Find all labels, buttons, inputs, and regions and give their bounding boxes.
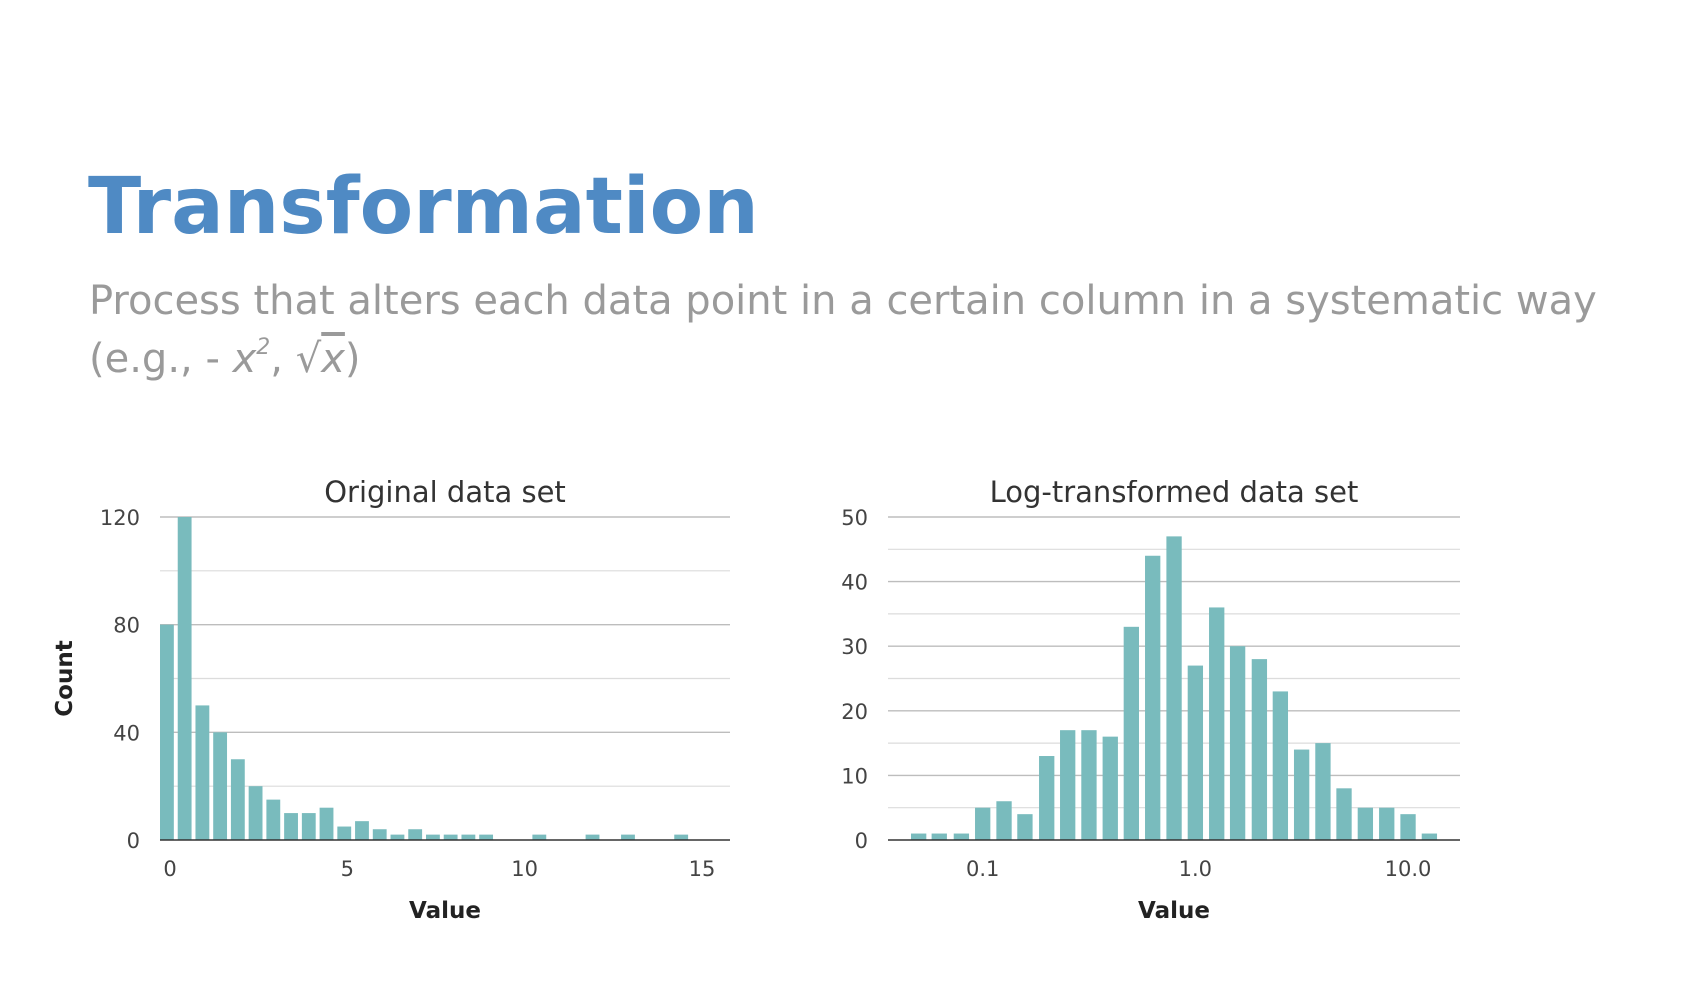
histogram-bar <box>301 813 316 840</box>
y-tick-label: 120 <box>100 506 140 530</box>
histogram-bar <box>213 732 228 840</box>
x-tick-label: 10 <box>511 857 538 881</box>
histogram-bar <box>337 826 352 840</box>
histogram-bar <box>248 786 263 840</box>
y-tick-label: 0 <box>127 829 140 853</box>
y-tick-label: 80 <box>113 614 140 638</box>
histogram-bar <box>443 834 458 840</box>
histogram-bar <box>1251 659 1268 840</box>
subtitle-exponent: 2 <box>256 335 271 360</box>
histogram-bar <box>585 834 600 840</box>
x-axis-label: Value <box>1138 898 1210 924</box>
histogram-bar <box>1421 833 1438 840</box>
histogram-bar <box>1272 691 1289 840</box>
histogram-bar <box>674 834 689 840</box>
histogram-bar <box>975 807 991 840</box>
y-tick-label: 30 <box>841 635 868 659</box>
subtitle-prefix: (e.g., - <box>89 336 233 382</box>
histogram-bar <box>953 833 970 840</box>
histogram-bar <box>266 799 281 840</box>
histogram-bar <box>426 834 440 840</box>
histogram-bar <box>931 833 947 840</box>
y-tick-label: 40 <box>113 721 140 745</box>
histogram-bar <box>1357 807 1374 840</box>
y-tick-label: 40 <box>841 571 868 595</box>
histogram-bar <box>160 624 174 840</box>
histogram-bar <box>230 759 245 840</box>
chart-title: Log-transformed data set <box>990 480 1359 509</box>
histogram-bar <box>532 834 547 840</box>
histogram-bar <box>1187 665 1204 840</box>
histogram-bar <box>1336 788 1352 840</box>
histogram-bar <box>372 829 387 840</box>
histogram-bar <box>911 833 927 840</box>
histogram-bar <box>1400 814 1416 840</box>
x-tick-label: 5 <box>341 857 354 881</box>
slide-subtitle: Process that alters each data point in a… <box>89 272 1669 388</box>
subtitle-separator: , <box>270 336 296 382</box>
histogram-bar <box>1017 814 1033 840</box>
histogram-bar <box>1060 730 1076 840</box>
histogram-bar <box>1102 736 1118 840</box>
histogram-bar <box>319 807 334 840</box>
original-data-histogram: Original data set 0 40 80 120 0 5 10 15 Value Coun… <box>52 480 730 924</box>
y-tick-label: 10 <box>841 764 868 788</box>
log-transformed-histogram: Log-transformed data set 0 10 20 30 40 50 0.1 1.… <box>841 480 1460 924</box>
y-tick-label: 0 <box>855 829 868 853</box>
histogram-bar <box>1081 730 1097 840</box>
x-tick-label: 10.0 <box>1385 857 1432 881</box>
x-tick-label: 1.0 <box>1179 857 1212 881</box>
subtitle-line-2: (e.g., - x2, √x) <box>89 330 1669 388</box>
subtitle-close: ) <box>344 336 361 382</box>
y-axis-label: Count <box>52 640 78 716</box>
histogram-bar <box>1229 646 1246 840</box>
subtitle-sqrt-x: x <box>321 336 345 382</box>
histogram-bar <box>461 834 476 840</box>
x-tick-label: 15 <box>689 857 716 881</box>
histogram-bar <box>1123 626 1139 840</box>
histogram-bar <box>1315 743 1331 840</box>
histogram-bar <box>355 821 369 840</box>
histogram-bar <box>1166 536 1182 840</box>
slide-title: Transformation <box>88 162 759 252</box>
x-axis-label: Value <box>409 898 481 924</box>
y-tick-label: 20 <box>841 700 868 724</box>
sqrt-symbol: √ <box>295 336 322 382</box>
histogram-bar <box>1293 749 1310 840</box>
histogram-bar <box>177 517 192 840</box>
histogram-bar <box>1209 607 1225 840</box>
chart-title: Original data set <box>324 480 566 509</box>
histogram-bar <box>408 829 423 840</box>
subtitle-x: x <box>232 336 257 382</box>
histogram-bar <box>1379 807 1395 840</box>
histogram-bar <box>1145 555 1161 840</box>
histogram-bar <box>390 834 405 840</box>
x-tick-label: 0 <box>163 857 176 881</box>
histogram-bar <box>479 834 494 840</box>
histogram-bar <box>996 801 1012 840</box>
histogram-bar <box>195 705 210 840</box>
histogram-bar <box>621 834 635 840</box>
histogram-bar <box>1039 756 1055 840</box>
histogram-bar <box>284 813 298 840</box>
subtitle-line-1: Process that alters each data point in a… <box>89 278 1597 324</box>
y-tick-label: 50 <box>841 506 868 530</box>
x-tick-label: 0.1 <box>966 857 999 881</box>
